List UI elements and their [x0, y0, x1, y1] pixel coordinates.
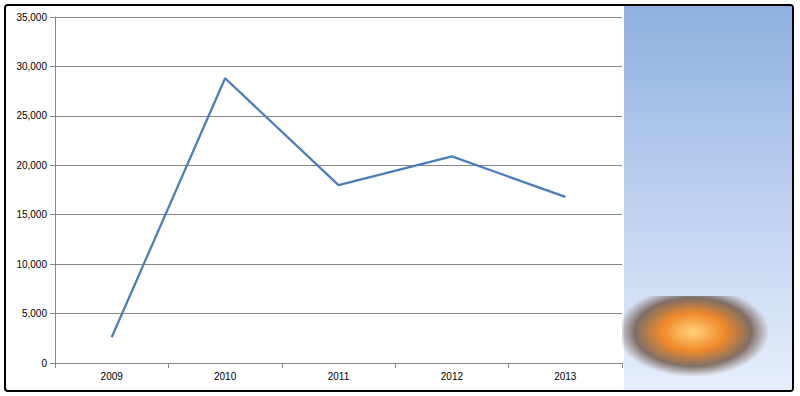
svg-text:30,000: 30,000 [16, 61, 47, 72]
svg-text:20,000: 20,000 [16, 160, 47, 171]
svg-text:2013: 2013 [554, 371, 577, 382]
svg-text:15,000: 15,000 [16, 209, 47, 220]
svg-text:5,000: 5,000 [22, 308, 47, 319]
svg-text:2010: 2010 [214, 371, 237, 382]
svg-text:25,000: 25,000 [16, 110, 47, 121]
svg-text:0: 0 [41, 358, 47, 369]
svg-text:2009: 2009 [101, 371, 124, 382]
svg-text:10,000: 10,000 [16, 259, 47, 270]
svg-text:2012: 2012 [441, 371, 464, 382]
svg-text:35,000: 35,000 [16, 12, 47, 23]
svg-text:2011: 2011 [328, 371, 350, 382]
